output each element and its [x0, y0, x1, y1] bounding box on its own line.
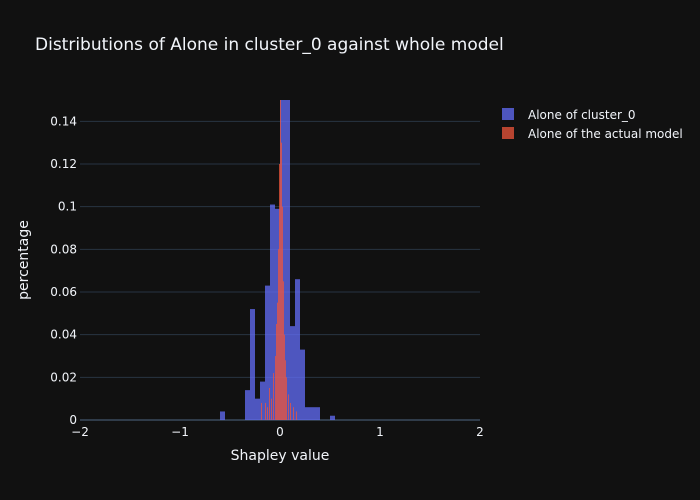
model-bar[interactable] [290, 402, 291, 420]
model-bar[interactable] [265, 402, 266, 420]
cluster-bar[interactable] [290, 326, 295, 420]
x-tick-label: 2 [476, 425, 484, 439]
model-bar[interactable] [278, 249, 279, 420]
cluster-bar[interactable] [285, 100, 290, 420]
cluster-bar[interactable] [310, 407, 315, 420]
model-bar[interactable] [271, 398, 272, 420]
model-bar[interactable] [269, 388, 270, 420]
x-axis-ticks: −2 −1 0 1 2 [71, 425, 484, 439]
cluster-bar[interactable] [330, 415, 335, 420]
cluster-bar[interactable] [265, 285, 270, 420]
model-bar[interactable] [282, 206, 283, 420]
model-bar[interactable] [296, 411, 297, 420]
y-axis-title: percentage [16, 220, 32, 300]
y-tick-label: 0.04 [50, 328, 77, 342]
x-tick-label: −2 [71, 425, 89, 439]
cluster-bar[interactable] [270, 204, 275, 420]
cluster-bar[interactable] [220, 411, 225, 420]
model-bar[interactable] [285, 360, 286, 420]
y-tick-label: 0.12 [50, 157, 77, 171]
chart-title: Distributions of Alone in cluster_0 agai… [35, 35, 504, 55]
model-bar[interactable] [293, 407, 294, 420]
y-tick-label: 0.08 [50, 242, 77, 256]
model-bar[interactable] [288, 394, 289, 420]
y-tick-label: 0.14 [50, 114, 77, 128]
cluster-bar[interactable] [305, 407, 310, 420]
cluster-bar[interactable] [295, 279, 300, 420]
legend-swatch-model [502, 127, 514, 139]
model-bar[interactable] [276, 324, 277, 420]
y-axis-ticks: 0 0.02 0.04 0.06 0.08 0.1 0.12 0.14 [50, 114, 77, 427]
y-tick-label: 0.1 [58, 200, 77, 214]
y-tick-label: 0.02 [50, 370, 77, 384]
x-tick-label: 1 [376, 425, 384, 439]
x-tick-label: −1 [171, 425, 189, 439]
legend-item-cluster[interactable]: Alone of cluster_0 [502, 108, 636, 122]
cluster-bar[interactable] [255, 398, 260, 420]
x-tick-label: 0 [276, 425, 284, 439]
legend-label-cluster: Alone of cluster_0 [528, 108, 636, 122]
legend-item-model[interactable]: Alone of the actual model [502, 127, 683, 141]
model-bar[interactable] [277, 302, 278, 420]
model-bar[interactable] [280, 100, 281, 420]
cluster-bar[interactable] [315, 407, 320, 420]
model-bar[interactable] [261, 402, 262, 420]
legend[interactable]: Alone of cluster_0 Alone of the actual m… [502, 108, 683, 141]
y-tick-label: 0 [69, 413, 77, 427]
model-bar[interactable] [281, 142, 282, 420]
model-bar[interactable] [284, 334, 285, 420]
cluster-bar[interactable] [260, 381, 265, 420]
model-bar[interactable] [286, 377, 287, 420]
model-bar[interactable] [267, 407, 268, 420]
model-bar[interactable] [283, 281, 284, 420]
series-model-bars [261, 100, 297, 420]
cluster-bar[interactable] [250, 309, 255, 420]
legend-swatch-cluster [502, 108, 514, 120]
legend-label-model: Alone of the actual model [528, 127, 683, 141]
x-axis-title: Shapley value [231, 448, 330, 464]
model-bar[interactable] [279, 164, 280, 420]
cluster-bar[interactable] [300, 349, 305, 420]
model-bar[interactable] [275, 356, 276, 420]
cluster-bar[interactable] [245, 390, 250, 420]
model-bar[interactable] [273, 373, 274, 420]
y-tick-label: 0.06 [50, 285, 77, 299]
